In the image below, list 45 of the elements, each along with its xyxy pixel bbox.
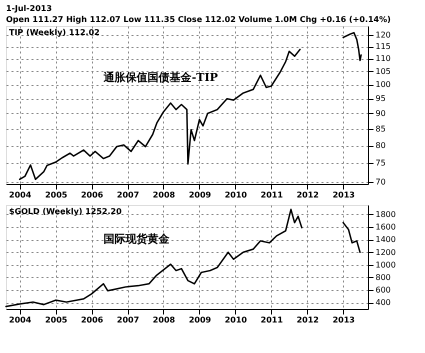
- text: $GOLD (Weekly) 1252.20: [9, 207, 122, 216]
- y-tick-label: 1800: [376, 210, 396, 219]
- y-tick-label: 1200: [376, 248, 396, 257]
- x-tick-label: 2013: [332, 190, 355, 200]
- y-tick-label: 1600: [376, 222, 396, 232]
- y-tick-label: 110: [376, 54, 391, 64]
- x-tick-label: 2008: [152, 316, 176, 324]
- y-tick-label: 800: [376, 272, 391, 282]
- x-tick-label: 2006: [80, 316, 104, 324]
- y-tick-label: 95: [376, 94, 386, 104]
- x-tick-label: 2007: [116, 316, 140, 324]
- annotation: 通胀保值国债基金-TIP: [102, 71, 218, 84]
- y-tick-label: 70: [376, 178, 386, 187]
- x-tick-label: 2008: [152, 190, 176, 200]
- y-tick-label: 85: [376, 124, 386, 134]
- x-tick-label: 2012: [296, 316, 319, 324]
- x-tick-label: 2005: [45, 316, 68, 324]
- x-tick-label: 2011: [260, 316, 284, 324]
- annotation: 国际现货黄金: [104, 232, 171, 246]
- x-tick-label: 2009: [188, 190, 212, 200]
- x-tick-label: 2010: [224, 190, 248, 200]
- text: TIP (Weekly) 112.02: [9, 28, 100, 37]
- y-tick-label: 100: [376, 80, 391, 90]
- x-tick-label: 2004: [9, 316, 32, 324]
- chart-title: 1-Jul-2013: [6, 4, 52, 13]
- x-tick-label: 2007: [116, 190, 140, 200]
- y-tick-label: 120: [376, 30, 391, 40]
- chart-subtitle: Open 111.27 High 112.07 Low 111.35 Close 112.02 Volume 1.0M Chg +0.16 (+0.14%): [6, 15, 391, 24]
- y-tick-label: 75: [376, 158, 386, 168]
- y-tick-label: 1000: [376, 260, 396, 270]
- x-tick-label: 2012: [296, 190, 319, 200]
- y-tick-label: 115: [376, 42, 391, 52]
- x-tick-label: 2013: [332, 316, 355, 324]
- x-tick-label: 2009: [188, 316, 212, 324]
- y-tick-label: 400: [376, 298, 391, 308]
- x-tick-label: 2010: [224, 316, 248, 324]
- x-tick-label: 2011: [260, 190, 284, 200]
- y-tick-label: 105: [376, 66, 391, 76]
- x-tick-label: 2004: [9, 190, 32, 200]
- x-tick-label: 2005: [45, 190, 68, 200]
- y-tick-label: 90: [376, 108, 386, 118]
- y-tick-label: 600: [376, 286, 391, 295]
- x-tick-label: 2006: [80, 190, 104, 200]
- y-tick-label: 1400: [376, 235, 396, 244]
- y-tick-label: 80: [376, 141, 386, 150]
